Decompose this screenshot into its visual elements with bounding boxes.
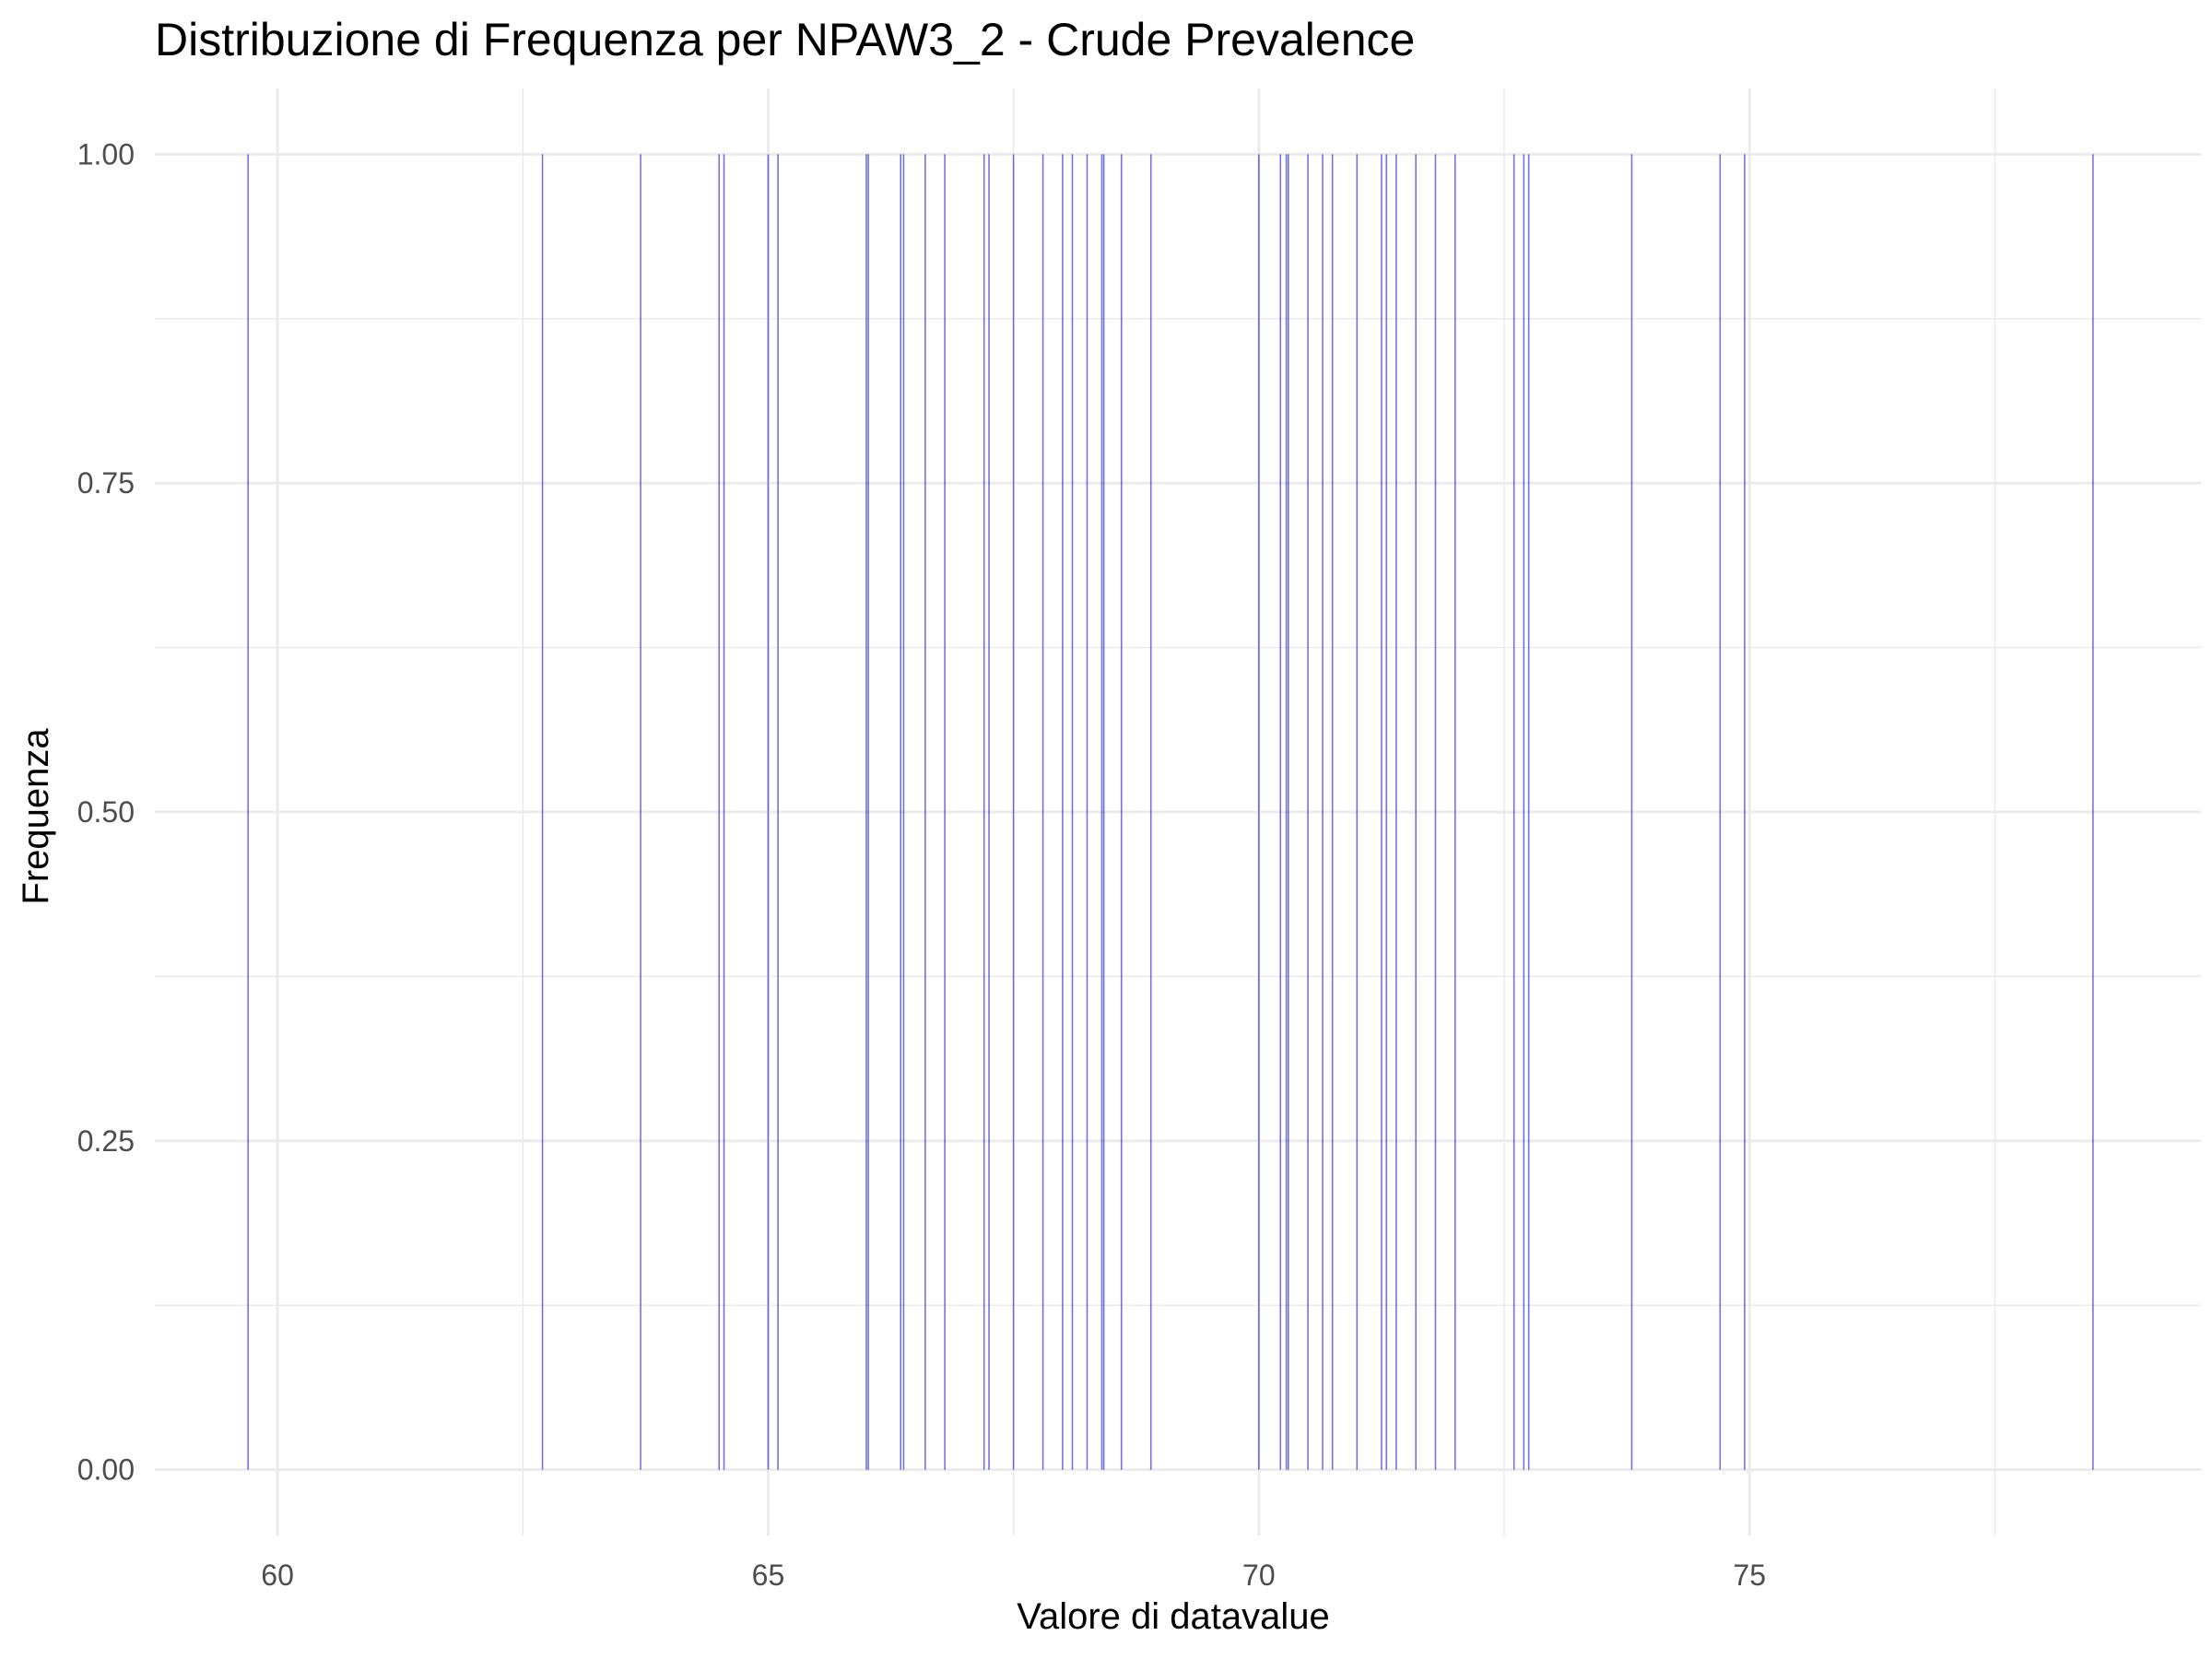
histogram-bar <box>867 154 869 1470</box>
histogram-bar <box>1062 154 1064 1470</box>
histogram-bar <box>1356 154 1359 1470</box>
histogram-bar <box>1102 154 1105 1470</box>
histogram-bar <box>1523 154 1525 1470</box>
y-tick-label: 0.00 <box>77 1453 135 1487</box>
histogram-bar <box>541 154 544 1470</box>
histogram-bar <box>1395 154 1397 1470</box>
histogram-bar <box>944 154 946 1470</box>
histogram-bar <box>2092 154 2094 1470</box>
histogram-bar <box>723 154 725 1470</box>
y-tick-label: 0.75 <box>77 466 135 500</box>
histogram-bar <box>1120 154 1123 1470</box>
histogram-bar <box>1041 154 1044 1470</box>
histogram-bar <box>1258 154 1260 1470</box>
histogram-bar <box>1071 154 1074 1470</box>
histogram-bar <box>900 154 902 1470</box>
histogram-bar <box>1527 154 1530 1470</box>
x-axis-title: Valore di datavalue <box>1017 1596 1330 1637</box>
histogram-bar <box>247 154 249 1470</box>
bar-layer <box>247 154 2094 1470</box>
x-tick-label: 75 <box>1733 1559 1766 1592</box>
histogram-bar <box>1086 154 1088 1470</box>
x-tick-label: 70 <box>1242 1559 1276 1592</box>
histogram-bar <box>1512 154 1515 1470</box>
histogram-bar <box>1385 154 1388 1470</box>
y-tick-label: 0.25 <box>77 1124 135 1158</box>
histogram-bar <box>777 154 779 1470</box>
histogram-bar <box>1453 154 1456 1470</box>
histogram-bar <box>1415 154 1418 1470</box>
histogram-bar <box>1322 154 1324 1470</box>
histogram-bar <box>767 154 770 1470</box>
histogram-bar <box>1100 154 1103 1470</box>
histogram-bar <box>1287 154 1289 1470</box>
chart-title: Distribuzione di Frequenza per NPAW3_2 -… <box>155 14 1415 65</box>
y-tick-label: 0.50 <box>77 795 135 829</box>
y-tick-label: 1.00 <box>77 137 135 171</box>
histogram-bar <box>1630 154 1633 1470</box>
histogram-bar <box>924 154 926 1470</box>
histogram-bar <box>1331 154 1334 1470</box>
histogram-bar <box>982 154 985 1470</box>
grid-layer <box>155 88 2201 1535</box>
histogram-bar <box>865 154 867 1470</box>
histogram-bar <box>1744 154 1746 1470</box>
histogram-bar <box>1149 154 1152 1470</box>
histogram-bar <box>988 154 990 1470</box>
histogram-bar <box>1307 154 1309 1470</box>
histogram-bar <box>1285 154 1288 1470</box>
histogram-bar <box>1012 154 1015 1470</box>
histogram-bar <box>640 154 641 1470</box>
histogram-bar <box>1719 154 1722 1470</box>
x-tick-label: 60 <box>261 1559 294 1592</box>
histogram-bar <box>1434 154 1437 1470</box>
y-axis-title: Frequenza <box>16 728 56 905</box>
tick-label-layer: 60 65 70 75 0.00 0.25 0.50 0.75 1.00 <box>77 137 1766 1592</box>
histogram-bar <box>1279 154 1282 1470</box>
histogram-bar <box>902 154 905 1470</box>
histogram-bar <box>718 154 721 1470</box>
histogram-bar <box>1381 154 1382 1470</box>
x-tick-label: 65 <box>752 1559 785 1592</box>
